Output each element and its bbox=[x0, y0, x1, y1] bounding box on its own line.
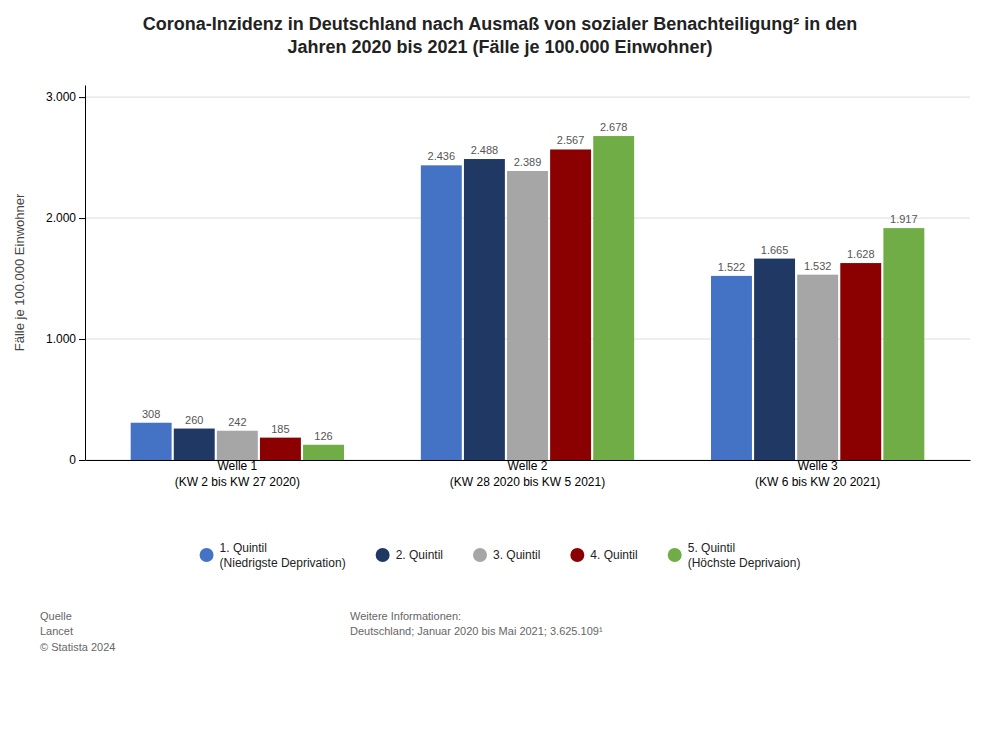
legend-label: 1. Quintil(Niedrigste Deprivation) bbox=[220, 541, 346, 570]
text-line: Quelle bbox=[40, 610, 72, 622]
x-axis: Welle 1 (KW 2 bis KW 27 2020) Welle 2 (KW 2… bbox=[86, 459, 971, 489]
tick: Welle 1 (KW 2 bis KW 27 2020) bbox=[175, 459, 300, 489]
data-label: 242 bbox=[228, 416, 246, 428]
y-axis-title: Fälle je 100.000 Einwohner bbox=[12, 193, 27, 351]
tick-mark bbox=[79, 97, 85, 98]
tick: Welle 2 (KW 28 2020 bis KW 5 2021) bbox=[450, 459, 605, 489]
text-line: 4. Quintil bbox=[590, 548, 637, 562]
legend-item: 1. Quintil(Niedrigste Deprivation) bbox=[200, 541, 346, 570]
text-line: Jahren 2020 bis 2021 (Fälle je 100.000 E… bbox=[287, 37, 712, 57]
data-label: 1.522 bbox=[718, 261, 746, 273]
tick: 1.000 bbox=[46, 332, 85, 346]
tick-mark bbox=[79, 218, 85, 219]
bar bbox=[550, 149, 591, 460]
annotation: Weitere Informationen: Deutschland; Janua… bbox=[350, 610, 603, 637]
data-label: 308 bbox=[142, 408, 160, 420]
chart: Corona-Inzidenz in Deutschland nach Ausm… bbox=[0, 0, 1000, 743]
tick-label: 3.000 bbox=[46, 90, 76, 104]
tick-label: Welle 2 (KW 28 2020 bis KW 5 2021) bbox=[450, 459, 605, 489]
annotation: Quelle Lancet © Statista 2024 bbox=[40, 610, 115, 653]
data-label: 1.917 bbox=[890, 213, 918, 225]
data-label: 2.389 bbox=[514, 156, 542, 168]
text-line: (Höchste Deprivaion) bbox=[688, 556, 801, 570]
bar bbox=[421, 165, 462, 460]
tick-label: 0 bbox=[69, 453, 76, 467]
text-line: Welle 1 bbox=[217, 459, 257, 473]
title: Corona-Inzidenz in Deutschland nach Ausm… bbox=[143, 14, 857, 57]
tick: Welle 3 (KW 6 bis KW 20 2021) bbox=[755, 459, 880, 489]
data-label: 2.678 bbox=[600, 121, 628, 133]
legend-swatch bbox=[376, 548, 390, 562]
data-labels: 308 2.436 1.522 260 2.488 1.665 242 2.389 1.532 1… bbox=[142, 121, 918, 442]
legend: 1. Quintil(Niedrigste Deprivation) 2. Qui… bbox=[200, 541, 801, 570]
text-line: Corona-Inzidenz in Deutschland nach Ausm… bbox=[143, 14, 857, 34]
legend-item: 3. Quintil bbox=[473, 548, 540, 562]
data-label: 1.665 bbox=[761, 244, 789, 256]
data-label: 260 bbox=[185, 414, 203, 426]
legend-item: 5. Quintil(Höchste Deprivaion) bbox=[668, 541, 801, 570]
data-label: 2.488 bbox=[471, 144, 499, 156]
bar bbox=[260, 438, 301, 460]
legend-item: 2. Quintil bbox=[376, 548, 443, 562]
text-line: (KW 28 2020 bis KW 5 2021) bbox=[450, 475, 605, 489]
data-label: 185 bbox=[271, 423, 289, 435]
data-label: 126 bbox=[314, 430, 332, 442]
bar bbox=[507, 171, 548, 460]
text-line: (Niedrigste Deprivation) bbox=[220, 556, 346, 570]
bar bbox=[131, 423, 172, 460]
bar bbox=[303, 445, 344, 460]
text-line: (KW 2 bis KW 27 2020) bbox=[175, 475, 300, 489]
legend-label: 2. Quintil bbox=[396, 548, 443, 562]
bars bbox=[131, 136, 925, 460]
bar bbox=[754, 259, 795, 460]
tick-label: 1.000 bbox=[46, 332, 76, 346]
text-line: Weitere Informationen: bbox=[350, 610, 461, 622]
legend-label: 3. Quintil bbox=[493, 548, 540, 562]
text-line: (KW 6 bis KW 20 2021) bbox=[755, 475, 880, 489]
bar bbox=[593, 136, 634, 460]
text-line: 2. Quintil bbox=[396, 548, 443, 562]
bar bbox=[711, 276, 752, 460]
legend-swatch bbox=[570, 548, 584, 562]
legend-label: 4. Quintil bbox=[590, 548, 637, 562]
y-axis: 0 1.000 2.000 3.000 bbox=[46, 86, 86, 468]
grid bbox=[85, 97, 970, 460]
bar bbox=[883, 228, 924, 460]
tick-label: Welle 1 (KW 2 bis KW 27 2020) bbox=[175, 459, 300, 489]
tick: 0 bbox=[69, 453, 85, 467]
text-line: Welle 3 bbox=[798, 459, 838, 473]
tick-label: Welle 3 (KW 6 bis KW 20 2021) bbox=[755, 459, 880, 489]
text-line: 5. Quintil bbox=[688, 541, 735, 555]
text-line: Welle 2 bbox=[508, 459, 548, 473]
legend-label: 5. Quintil(Höchste Deprivaion) bbox=[688, 541, 801, 570]
bar bbox=[840, 263, 881, 460]
tick: 2.000 bbox=[46, 211, 85, 225]
text-line: 1. Quintil bbox=[220, 541, 267, 555]
bar bbox=[797, 275, 838, 460]
tick-mark bbox=[79, 339, 85, 340]
tick: 3.000 bbox=[46, 90, 85, 104]
grid-line bbox=[85, 97, 970, 98]
data-label: 2.436 bbox=[428, 150, 456, 162]
legend-item: 4. Quintil bbox=[570, 548, 637, 562]
legend-swatch bbox=[473, 548, 487, 562]
text-line: Lancet bbox=[40, 625, 73, 637]
text-line: © Statista 2024 bbox=[40, 641, 115, 653]
data-label: 1.628 bbox=[847, 248, 875, 260]
legend-swatch bbox=[200, 548, 214, 562]
text-line: 3. Quintil bbox=[493, 548, 540, 562]
bar bbox=[464, 159, 505, 460]
tick-mark bbox=[79, 460, 85, 461]
bar bbox=[174, 429, 215, 460]
tick-label: 2.000 bbox=[46, 211, 76, 225]
text-line: Deutschland; Januar 2020 bis Mai 2021; 3… bbox=[350, 625, 603, 637]
axis-line bbox=[85, 86, 86, 461]
legend-swatch bbox=[668, 548, 682, 562]
data-label: 2.567 bbox=[557, 134, 585, 146]
bar bbox=[217, 431, 258, 460]
data-label: 1.532 bbox=[804, 260, 832, 272]
